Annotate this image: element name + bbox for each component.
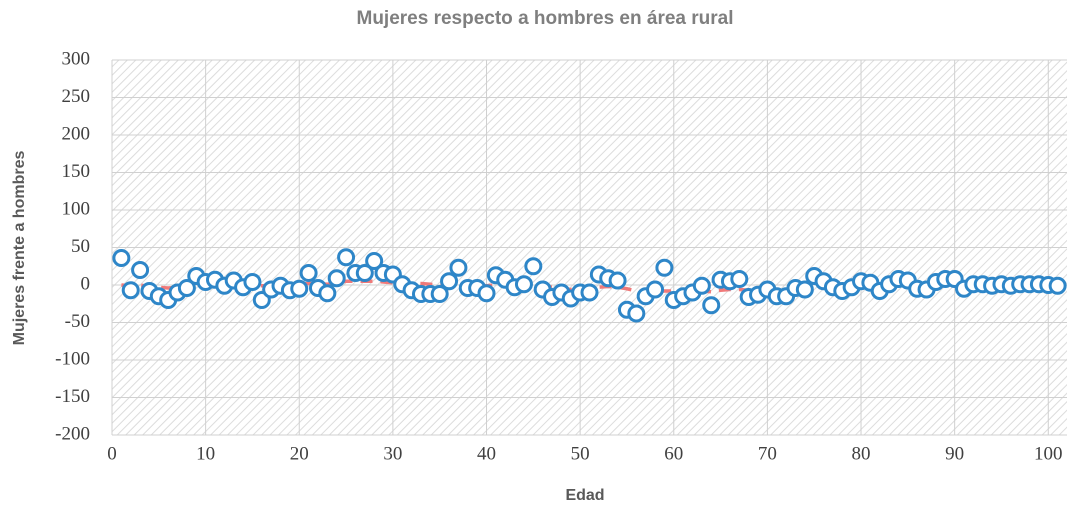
y-tick-label: -100 — [55, 348, 90, 369]
y-tick-label: 300 — [62, 48, 91, 69]
scatter-point — [580, 283, 599, 302]
y-tick-label: 100 — [62, 198, 91, 219]
x-tick-label: 60 — [664, 443, 683, 464]
scatter-point — [112, 249, 131, 267]
scatter-point — [627, 304, 646, 323]
chart-title: Mujeres respecto a hombres en área rural — [357, 8, 734, 29]
x-tick-label: 10 — [196, 443, 215, 464]
scatter-point — [702, 296, 721, 315]
scatter-point — [730, 270, 749, 288]
x-tick-label: 80 — [852, 443, 871, 464]
y-tick-label: 150 — [62, 161, 91, 182]
y-tick-label: -150 — [55, 386, 90, 407]
x-tick-label: 100 — [1034, 443, 1063, 464]
scatter-point — [355, 264, 374, 282]
scatter-point — [327, 269, 346, 288]
y-tick-label: 200 — [62, 123, 91, 144]
x-tick-label: 50 — [571, 443, 590, 464]
scatter-point — [430, 285, 449, 303]
scatter-point — [449, 258, 468, 277]
x-axis-label: Edad — [565, 487, 604, 504]
y-tick-label: -200 — [55, 423, 90, 444]
scatter-point — [477, 284, 496, 303]
y-tick-label: 50 — [71, 236, 90, 257]
y-tick-label: 250 — [62, 86, 91, 107]
scatter-point — [514, 275, 533, 294]
scatter-point — [365, 252, 384, 270]
scatter-point — [655, 258, 674, 277]
scatter-point — [524, 257, 543, 276]
scatter-point — [131, 261, 150, 279]
scatter-point — [646, 280, 665, 299]
scatter-point — [299, 264, 318, 282]
scatter-point — [692, 276, 711, 295]
scatter-point — [440, 272, 459, 291]
y-axis-label: Mujeres frente a hombres — [11, 151, 28, 346]
x-tick-label: 0 — [107, 443, 117, 464]
scatter-point — [318, 284, 337, 303]
scatter-point — [177, 279, 196, 297]
x-tick-label: 90 — [945, 443, 964, 464]
scatter-point — [243, 273, 262, 291]
scatter-point — [795, 280, 814, 299]
scatter-point — [337, 248, 356, 267]
x-tick-label: 40 — [477, 443, 496, 464]
scatter-point — [290, 279, 309, 298]
y-tick-label: -50 — [65, 311, 90, 332]
scatter-point — [121, 281, 140, 300]
scatter-point — [1048, 276, 1067, 295]
x-tick-label: 30 — [383, 443, 402, 464]
scatter-point — [608, 271, 627, 290]
y-tick-label: 0 — [81, 273, 91, 294]
x-tick-label: 70 — [758, 443, 777, 464]
x-tick-label: 20 — [290, 443, 309, 464]
